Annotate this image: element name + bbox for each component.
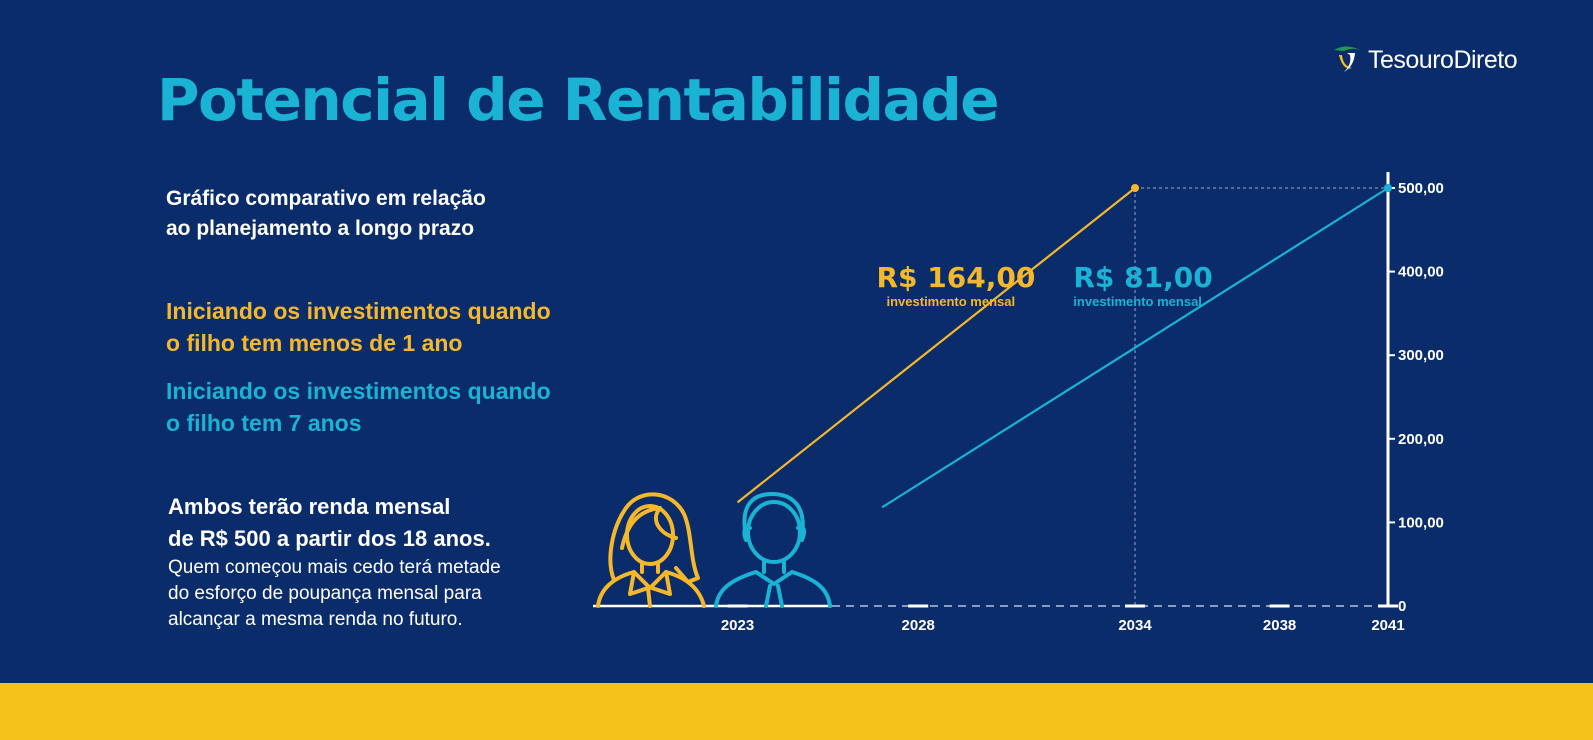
subtitle-line: Gráfico comparativo em relação <box>166 187 486 210</box>
annotation-label-yellow: investimento mensal <box>887 294 1016 309</box>
x-tick-label: 2038 <box>1263 617 1296 634</box>
y-tick-label: 100,00 <box>1398 514 1444 531</box>
legend-cyan-line: o filho tem 7 anos <box>166 410 362 436</box>
series-endpoint-yellow <box>1131 184 1140 192</box>
legend-item-yellow: Iniciando os investimentos quando o filh… <box>166 295 606 359</box>
legend-yellow-line: o filho tem menos de 1 ano <box>166 330 463 356</box>
annotation-value-cyan: R$ 81,00 <box>1073 261 1212 294</box>
series-line-cyan <box>881 187 1389 509</box>
series-endpoint-cyan <box>1384 184 1392 192</box>
x-tick-label: 2034 <box>1118 617 1152 634</box>
y-tick-label: 400,00 <box>1398 264 1444 281</box>
y-tick-label: 500,00 <box>1398 180 1444 197</box>
boy-child-icon <box>714 492 832 608</box>
x-tick-label: 2041 <box>1371 617 1404 634</box>
chart-subtitle: Gráfico comparativo em relação ao planej… <box>166 184 546 244</box>
summary-line: do esforço de poupança mensal para <box>168 583 482 604</box>
page-title: Potencial de Rentabilidade <box>157 66 1000 134</box>
summary-bold-line: de R$ 500 a partir dos 18 anos. <box>168 526 491 551</box>
logo-text: TesouroDireto <box>1368 45 1518 74</box>
series-line-yellow <box>736 187 1136 504</box>
y-tick-label: 300,00 <box>1398 347 1444 364</box>
subtitle-line: ao planejamento a longo prazo <box>166 217 475 240</box>
summary-text: Ambos terão renda mensal de R$ 500 a par… <box>168 491 588 633</box>
tesouro-direto-logo[interactable]: TesouroDireto <box>1330 44 1518 76</box>
legend-yellow-line: Iniciando os investimentos quando <box>166 298 551 324</box>
bottom-bar <box>0 683 1593 740</box>
y-tick-label: 0 <box>1398 598 1406 615</box>
annotation-label-cyan: investimento mensal <box>1073 294 1202 309</box>
tesouro-direto-logo-icon <box>1334 46 1360 72</box>
legend-cyan-line: Iniciando os investimentos quando <box>166 378 551 404</box>
y-tick-label: 200,00 <box>1398 431 1444 448</box>
annotation-value-yellow: R$ 164,00 <box>877 261 1036 294</box>
summary-bold-line: Ambos terão renda mensal <box>168 494 451 519</box>
girl-child-icon <box>596 492 706 608</box>
summary-line: Quem começou mais cedo terá metade <box>168 557 501 578</box>
x-tick-label: 2023 <box>721 617 754 634</box>
summary-line: alcançar a mesma renda no futuro. <box>168 609 463 630</box>
legend-item-cyan: Iniciando os investimentos quando o filh… <box>166 375 606 439</box>
x-tick-label: 2028 <box>902 617 935 634</box>
